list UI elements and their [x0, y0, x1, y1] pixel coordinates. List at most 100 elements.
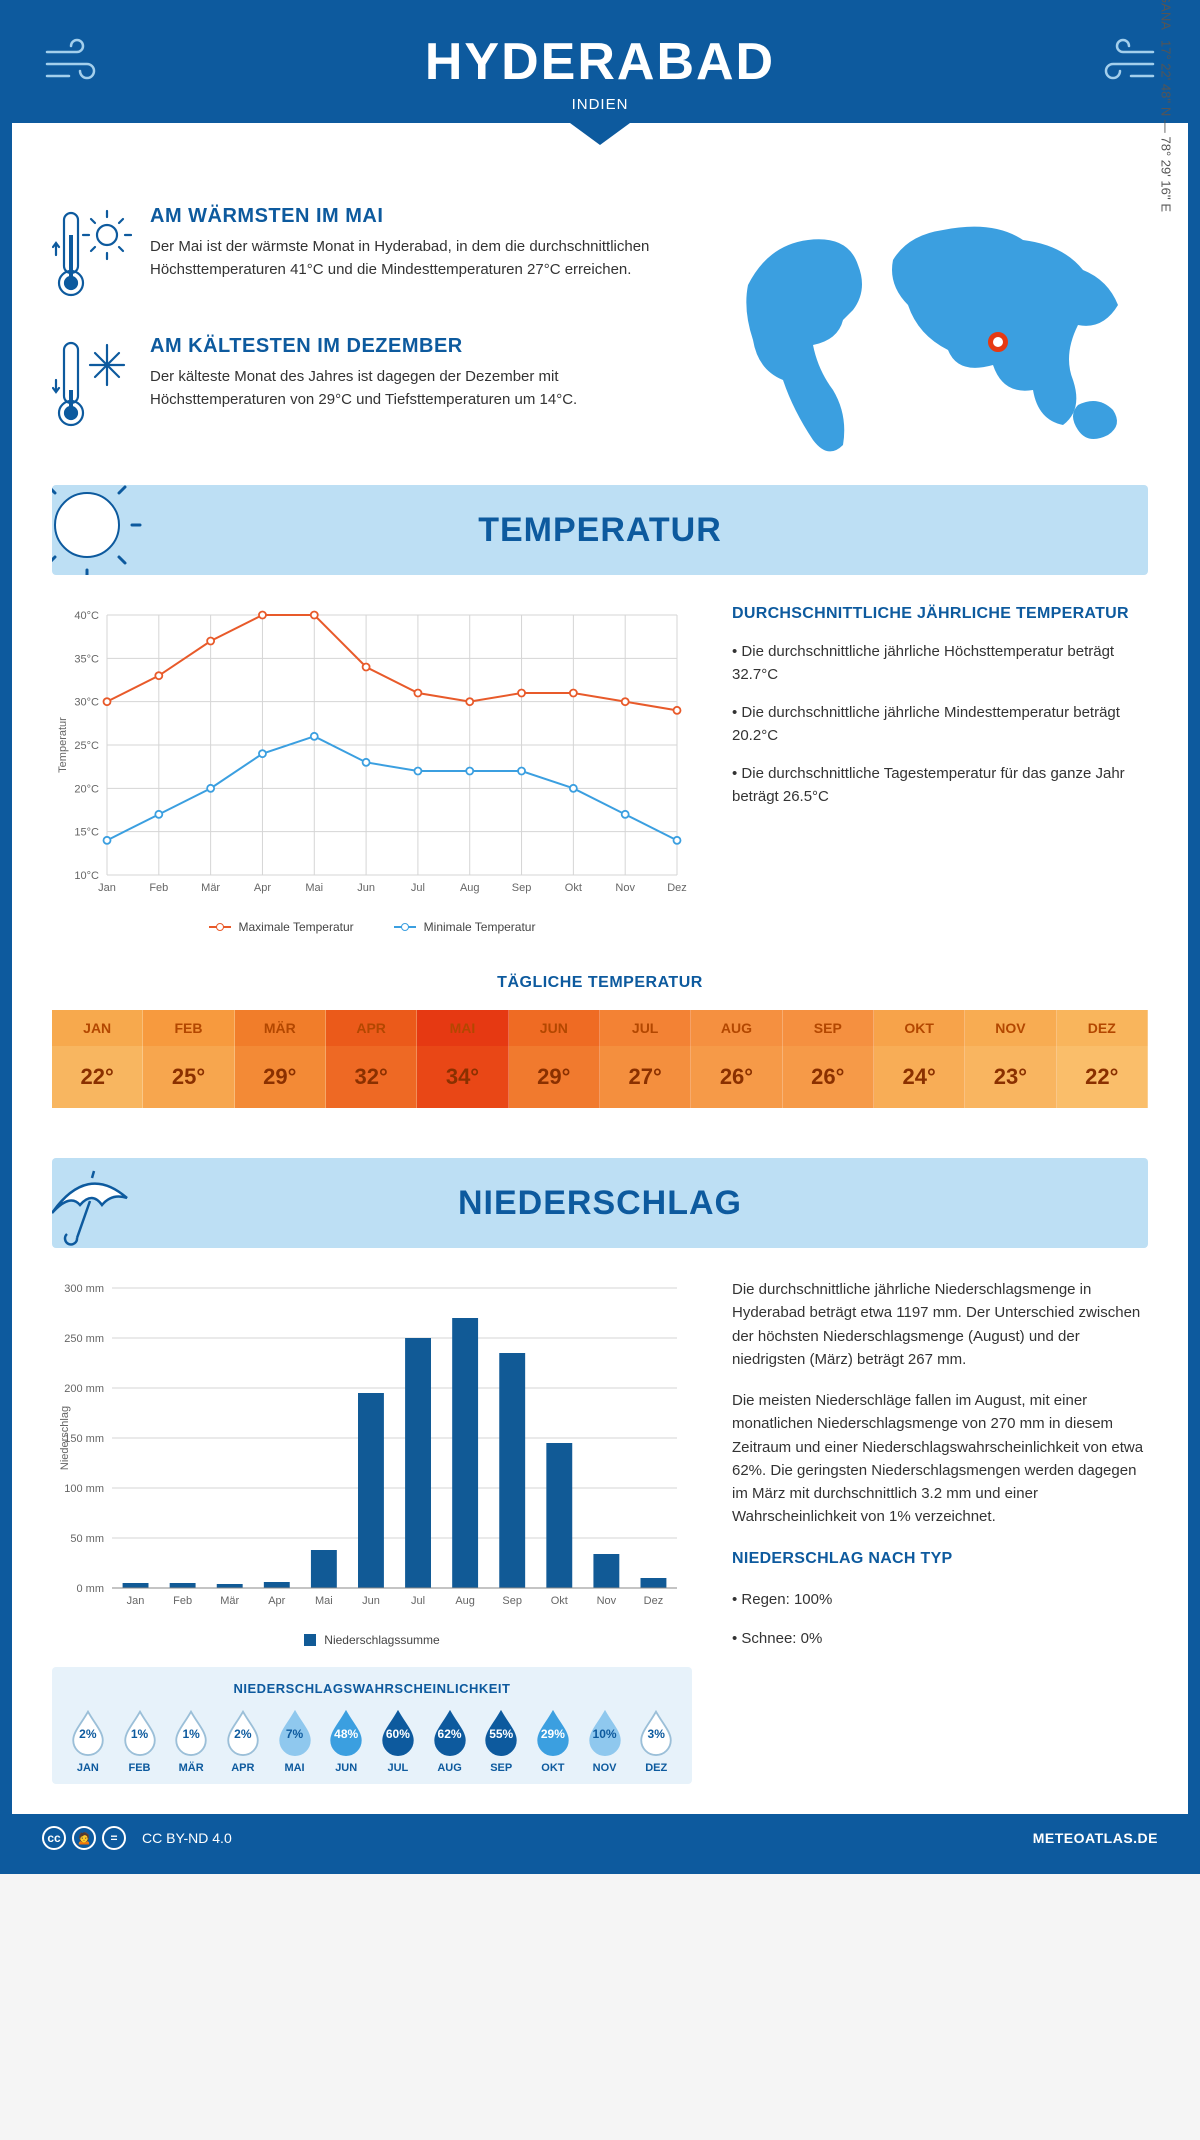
- thermometer-snow-icon: [52, 335, 132, 435]
- precip-type-heading: NIEDERSCHLAG NACH TYP: [732, 1547, 1148, 1572]
- month-value-cell: 25°: [143, 1046, 234, 1108]
- raindrop-icon: 10%: [586, 1708, 624, 1756]
- raindrop-icon: 60%: [379, 1708, 417, 1756]
- drop-cell: 29% OKT: [527, 1708, 579, 1774]
- month-header-cell: JUN: [509, 1010, 600, 1046]
- month-header-cell: JAN: [52, 1010, 143, 1046]
- precip-section-header: NIEDERSCHLAG: [52, 1158, 1148, 1248]
- drop-month-label: FEB: [114, 1762, 166, 1774]
- svg-text:40°C: 40°C: [74, 610, 99, 622]
- precip-title: NIEDERSCHLAG: [52, 1184, 1148, 1223]
- prob-title: NIEDERSCHLAGSWAHRSCHEINLICHKEIT: [62, 1681, 682, 1696]
- temperature-section-header: TEMPERATUR: [52, 485, 1148, 575]
- coldest-title: AM KÄLTESTEN IM DEZEMBER: [150, 335, 698, 358]
- svg-text:Sep: Sep: [512, 882, 532, 894]
- facts-row: AM WÄRMSTEN IM MAI Der Mai ist der wärms…: [52, 205, 1148, 465]
- footer-brand: METEOATLAS.DE: [1033, 1830, 1158, 1846]
- umbrella-icon: [52, 1158, 142, 1248]
- drop-cell: 60% JUL: [372, 1708, 424, 1774]
- drop-cell: 48% JUN: [320, 1708, 372, 1774]
- month-header-cell: NOV: [965, 1010, 1056, 1046]
- drops-row: 2% JAN 1% FEB 1% MÄR: [62, 1708, 682, 1774]
- month-value-cell: 22°: [1057, 1046, 1148, 1108]
- month-value-cell: 23°: [965, 1046, 1056, 1108]
- svg-text:100 mm: 100 mm: [64, 1483, 104, 1495]
- drop-cell: 62% AUG: [424, 1708, 476, 1774]
- svg-text:Apr: Apr: [268, 1595, 285, 1607]
- month-value-cell: 26°: [691, 1046, 782, 1108]
- header-banner: HYDERABAD INDIEN: [12, 12, 1188, 123]
- svg-text:Aug: Aug: [455, 1595, 475, 1607]
- precip-type-bullet: • Schnee: 0%: [732, 1628, 1148, 1651]
- svg-text:20°C: 20°C: [74, 783, 99, 795]
- precip-legend: Niederschlagssumme: [52, 1633, 692, 1647]
- svg-text:Nov: Nov: [597, 1595, 617, 1607]
- temp-summary-heading: DURCHSCHNITTLICHE JÄHRLICHE TEMPERATUR: [732, 605, 1148, 623]
- precip-row: 0 mm50 mm100 mm150 mm200 mm250 mm300 mmJ…: [52, 1278, 1148, 1784]
- svg-text:Apr: Apr: [254, 882, 271, 894]
- svg-text:Mär: Mär: [201, 882, 220, 894]
- svg-text:Mai: Mai: [305, 882, 323, 894]
- month-header-cell: MÄR: [235, 1010, 326, 1046]
- legend-precip-label: Niederschlagssumme: [324, 1633, 439, 1647]
- raindrop-icon: 7%: [276, 1708, 314, 1756]
- month-value-cell: 29°: [509, 1046, 600, 1108]
- daily-temp-title: TÄGLICHE TEMPERATUR: [52, 974, 1148, 992]
- svg-text:50 mm: 50 mm: [70, 1533, 104, 1545]
- temperature-row: 10°C15°C20°C25°C30°C35°C40°CJanFebMärApr…: [52, 605, 1148, 934]
- country-subtitle: INDIEN: [12, 96, 1188, 113]
- month-header-cell: SEP: [783, 1010, 874, 1046]
- drop-month-label: MÄR: [165, 1762, 217, 1774]
- svg-text:Sep: Sep: [502, 1595, 522, 1607]
- by-icon: 🙍: [72, 1826, 96, 1850]
- svg-text:Jan: Jan: [127, 1595, 145, 1607]
- drop-month-label: NOV: [579, 1762, 631, 1774]
- thermometer-sun-icon: [52, 205, 132, 305]
- svg-text:Dez: Dez: [667, 882, 687, 894]
- drop-month-label: OKT: [527, 1762, 579, 1774]
- drop-cell: 7% MAI: [269, 1708, 321, 1774]
- drop-month-label: JUL: [372, 1762, 424, 1774]
- coldest-fact: AM KÄLTESTEN IM DEZEMBER Der kälteste Mo…: [52, 335, 698, 435]
- drop-cell: 3% DEZ: [630, 1708, 682, 1774]
- svg-text:Jun: Jun: [357, 882, 375, 894]
- raindrop-icon: 2%: [69, 1708, 107, 1756]
- temperature-summary: DURCHSCHNITTLICHE JÄHRLICHE TEMPERATUR •…: [732, 605, 1148, 934]
- raindrop-icon: 2%: [224, 1708, 262, 1756]
- svg-text:Jul: Jul: [411, 1595, 425, 1607]
- svg-text:10°C: 10°C: [74, 870, 99, 882]
- raindrop-icon: 1%: [172, 1708, 210, 1756]
- city-title: HYDERABAD: [12, 32, 1188, 92]
- month-header-cell: AUG: [691, 1010, 782, 1046]
- warmest-fact: AM WÄRMSTEN IM MAI Der Mai ist der wärms…: [52, 205, 698, 305]
- coldest-body: Der kälteste Monat des Jahres ist dagege…: [150, 366, 698, 411]
- drop-month-label: DEZ: [630, 1762, 682, 1774]
- month-header-cell: MAI: [417, 1010, 508, 1046]
- month-header-cell: JUL: [600, 1010, 691, 1046]
- drop-month-label: SEP: [475, 1762, 527, 1774]
- legend-max-label: Maximale Temperatur: [239, 920, 354, 934]
- month-value-cell: 34°: [417, 1046, 508, 1108]
- svg-text:15°C: 15°C: [74, 827, 99, 839]
- temp-bullet: • Die durchschnittliche Tagestemperatur …: [732, 763, 1148, 808]
- drop-cell: 10% NOV: [579, 1708, 631, 1774]
- wind-icon: [1098, 32, 1158, 104]
- warmest-title: AM WÄRMSTEN IM MAI: [150, 205, 698, 228]
- svg-text:300 mm: 300 mm: [64, 1283, 104, 1295]
- infographic-page: HYDERABAD INDIEN AM WÄRMSTEN IM MAI Der …: [0, 0, 1200, 1874]
- temp-legend: .legend-item:nth-child(1) .legend-swatch…: [52, 920, 692, 934]
- svg-text:Jul: Jul: [411, 882, 425, 894]
- svg-text:Dez: Dez: [644, 1595, 664, 1607]
- svg-text:Jan: Jan: [98, 882, 116, 894]
- temperature-line-chart: 10°C15°C20°C25°C30°C35°C40°CJanFebMärApr…: [52, 605, 692, 934]
- precip-p1: Die durchschnittliche jährliche Niedersc…: [732, 1278, 1148, 1371]
- legend-min-label: Minimale Temperatur: [424, 920, 536, 934]
- svg-text:Okt: Okt: [565, 882, 582, 894]
- temp-bullet: • Die durchschnittliche jährliche Höchst…: [732, 641, 1148, 686]
- warmest-body: Der Mai ist der wärmste Monat in Hyderab…: [150, 236, 698, 281]
- svg-text:200 mm: 200 mm: [64, 1383, 104, 1395]
- precip-p2: Die meisten Niederschläge fallen im Augu…: [732, 1389, 1148, 1529]
- svg-text:Jun: Jun: [362, 1595, 380, 1607]
- precip-type-bullet: • Regen: 100%: [732, 1589, 1148, 1612]
- sun-icon: [52, 485, 142, 575]
